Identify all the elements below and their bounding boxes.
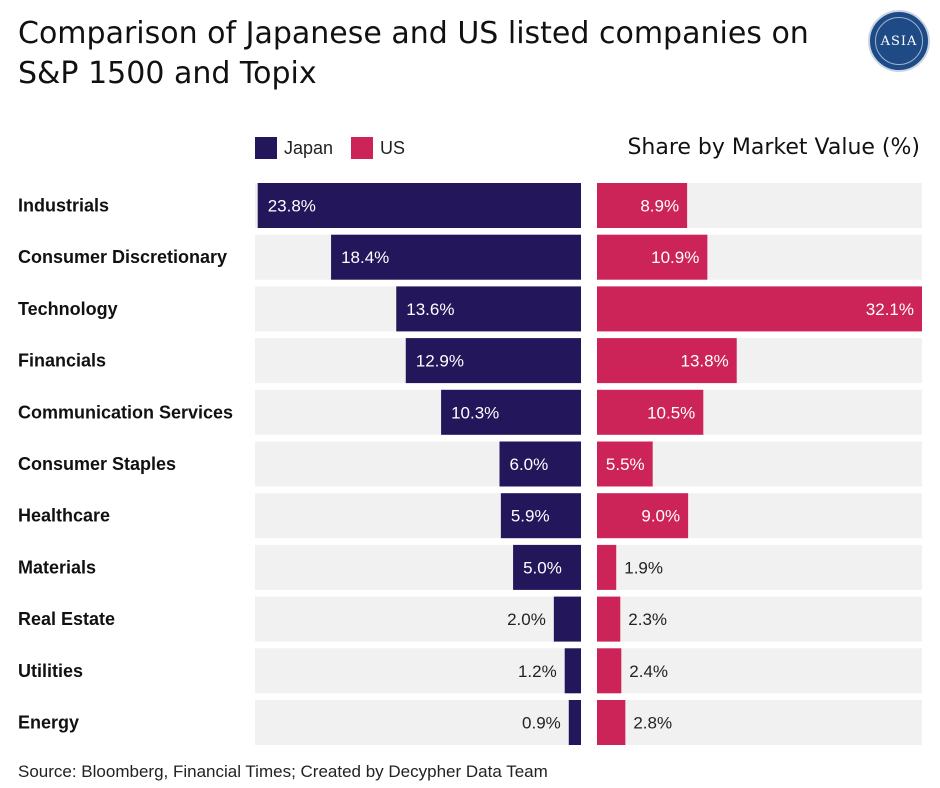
bar-us-financials bbox=[597, 338, 737, 384]
legend-label-japan: Japan bbox=[284, 137, 334, 158]
track-japan-energy bbox=[255, 700, 581, 745]
legend-item-japan: Japan bbox=[255, 137, 333, 159]
category-label-real-estate: Real Estate bbox=[18, 609, 115, 629]
track-us-utilities bbox=[597, 648, 922, 694]
data-label-us-real-estate: 2.3% bbox=[628, 610, 667, 629]
bar-japan-utilities bbox=[564, 648, 581, 694]
category-label-healthcare: Healthcare bbox=[18, 506, 110, 526]
data-label-us-utilities: 2.4% bbox=[629, 662, 668, 681]
category-label-energy: Energy bbox=[18, 713, 79, 733]
bar-japan-healthcare bbox=[500, 493, 581, 539]
bar-japan-consumer-staples bbox=[499, 441, 581, 487]
data-label-us-healthcare: 9.0% bbox=[641, 507, 680, 526]
category-label-industrials: Industrials bbox=[18, 196, 109, 216]
bar-us-utilities bbox=[597, 648, 622, 694]
bar-japan-financials bbox=[405, 338, 581, 384]
data-label-us-communication-services: 10.5% bbox=[647, 403, 695, 422]
data-label-us-consumer-staples: 5.5% bbox=[606, 455, 645, 474]
bar-japan-energy bbox=[568, 700, 581, 745]
data-label-japan-consumer-staples: 6.0% bbox=[510, 455, 549, 474]
data-label-japan-communication-services: 10.3% bbox=[451, 403, 499, 422]
bar-us-technology bbox=[597, 286, 922, 332]
bar-japan-consumer-discretionary bbox=[331, 234, 581, 280]
category-label-consumer-discretionary: Consumer Discretionary bbox=[18, 247, 227, 267]
bar-us-materials bbox=[597, 544, 617, 590]
bar-japan-materials bbox=[513, 544, 581, 590]
data-label-japan-utilities: 1.2% bbox=[518, 662, 557, 681]
data-label-us-energy: 2.8% bbox=[633, 714, 672, 733]
data-label-japan-industrials: 23.8% bbox=[268, 197, 316, 216]
bar-japan-industrials bbox=[257, 183, 581, 228]
bar-us-consumer-staples bbox=[597, 441, 653, 487]
track-japan-real-estate bbox=[255, 596, 581, 642]
bar-japan-technology bbox=[396, 286, 581, 332]
data-label-japan-financials: 12.9% bbox=[416, 352, 464, 371]
category-label-financials: Financials bbox=[18, 351, 106, 371]
data-label-us-industrials: 8.9% bbox=[640, 197, 679, 216]
bar-us-communication-services bbox=[597, 389, 704, 435]
category-label-communication-services: Communication Services bbox=[18, 402, 233, 422]
data-label-japan-real-estate: 2.0% bbox=[507, 610, 546, 629]
bar-us-consumer-discretionary bbox=[597, 234, 708, 280]
data-label-japan-technology: 13.6% bbox=[406, 300, 454, 319]
bar-us-healthcare bbox=[597, 493, 689, 539]
category-label-consumer-staples: Consumer Staples bbox=[18, 454, 176, 474]
legend-label-us: US bbox=[380, 137, 406, 158]
category-label-materials: Materials bbox=[18, 557, 96, 577]
data-label-us-consumer-discretionary: 10.9% bbox=[651, 248, 699, 267]
data-label-japan-healthcare: 5.9% bbox=[511, 507, 550, 526]
category-label-technology: Technology bbox=[18, 299, 118, 319]
track-us-real-estate bbox=[597, 596, 922, 642]
data-label-japan-energy: 0.9% bbox=[522, 714, 561, 733]
track-us-energy bbox=[597, 700, 922, 745]
track-us-materials bbox=[597, 544, 922, 590]
legend: Japan US bbox=[255, 137, 423, 159]
legend-swatch-us bbox=[351, 137, 374, 159]
bar-us-industrials bbox=[597, 183, 688, 228]
chart-title: Comparison of Japanese and US listed com… bbox=[18, 16, 809, 91]
asia-logo: ASIA bbox=[868, 10, 930, 72]
data-label-us-materials: 1.9% bbox=[624, 558, 663, 577]
data-label-us-financials: 13.8% bbox=[681, 352, 729, 371]
data-label-japan-consumer-discretionary: 18.4% bbox=[341, 248, 389, 267]
track-japan-utilities bbox=[255, 648, 581, 694]
measure-label: Share by Market Value (%) bbox=[627, 135, 920, 160]
asia-logo-text: ASIA bbox=[875, 17, 923, 65]
bar-japan-real-estate bbox=[553, 596, 581, 642]
bar-us-energy bbox=[597, 700, 626, 745]
bar-japan-communication-services bbox=[441, 389, 581, 435]
legend-swatch-japan bbox=[255, 137, 277, 159]
legend-item-us: US bbox=[351, 137, 405, 159]
data-label-us-technology: 32.1% bbox=[866, 300, 914, 319]
bar-us-real-estate bbox=[597, 596, 621, 642]
data-label-japan-materials: 5.0% bbox=[523, 558, 562, 577]
category-label-utilities: Utilities bbox=[18, 661, 83, 681]
source-note: Source: Bloomberg, Financial Times; Crea… bbox=[18, 762, 548, 781]
